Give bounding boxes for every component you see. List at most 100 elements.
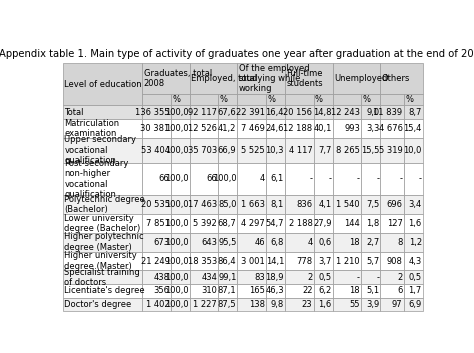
Bar	[313, 94, 333, 105]
Text: 41,2: 41,2	[218, 124, 237, 133]
Text: 136 355: 136 355	[135, 108, 170, 116]
Bar	[266, 138, 285, 163]
Text: -: -	[310, 174, 312, 183]
Text: 1 402: 1 402	[146, 300, 170, 309]
Bar	[171, 270, 190, 284]
Bar	[190, 119, 219, 138]
Text: 40,1: 40,1	[313, 124, 332, 133]
Bar	[285, 138, 313, 163]
Bar	[313, 298, 333, 311]
Bar	[219, 284, 237, 298]
Bar	[63, 214, 142, 233]
Bar	[63, 105, 142, 119]
Text: 3 001: 3 001	[241, 257, 265, 265]
Bar	[333, 138, 361, 163]
Text: 144: 144	[344, 219, 360, 228]
Text: 9,8: 9,8	[271, 300, 284, 309]
Bar	[171, 252, 190, 270]
Bar	[285, 195, 313, 214]
Bar	[237, 94, 266, 105]
Bar	[361, 105, 380, 119]
Text: Upper secondary
vocational
qualification: Upper secondary vocational qualification	[64, 136, 137, 165]
Text: 27,9: 27,9	[313, 219, 332, 228]
Bar	[237, 63, 285, 94]
Text: 1,2: 1,2	[409, 238, 422, 247]
Bar	[266, 214, 285, 233]
Text: 2,7: 2,7	[366, 238, 379, 247]
Bar	[171, 214, 190, 233]
Text: %: %	[405, 95, 413, 104]
Bar	[237, 270, 266, 284]
Text: 100,0: 100,0	[165, 257, 189, 265]
Text: 97: 97	[392, 300, 402, 309]
Bar	[404, 119, 423, 138]
Bar	[142, 94, 171, 105]
Bar	[219, 163, 237, 195]
Text: 20 156: 20 156	[283, 108, 312, 116]
Bar	[266, 119, 285, 138]
Text: %: %	[172, 95, 180, 104]
Bar	[404, 94, 423, 105]
Text: Matriculation
examination: Matriculation examination	[64, 119, 119, 138]
Text: Graduates, total
2008: Graduates, total 2008	[144, 69, 212, 88]
Bar	[333, 119, 361, 138]
Bar	[313, 119, 333, 138]
Text: 23: 23	[302, 300, 312, 309]
Bar	[361, 195, 380, 214]
Bar	[142, 195, 171, 214]
Text: Level of education: Level of education	[64, 79, 142, 89]
Bar	[285, 94, 313, 105]
Text: 2: 2	[307, 273, 312, 282]
Bar	[404, 195, 423, 214]
Bar	[190, 298, 219, 311]
Bar	[361, 298, 380, 311]
Bar	[237, 252, 266, 270]
Text: 10,0: 10,0	[403, 146, 422, 155]
Bar	[266, 284, 285, 298]
Bar	[219, 195, 237, 214]
Text: 35 703: 35 703	[188, 146, 217, 155]
Bar	[361, 252, 380, 270]
Bar	[190, 94, 219, 105]
Text: Polytechnic degree
(Bachelor): Polytechnic degree (Bachelor)	[64, 195, 145, 214]
Text: 18: 18	[349, 238, 360, 247]
Text: 7,7: 7,7	[318, 146, 332, 155]
Text: 15,5: 15,5	[361, 146, 379, 155]
Bar	[285, 105, 313, 119]
Text: 8 265: 8 265	[336, 146, 360, 155]
Text: 100,0: 100,0	[165, 174, 189, 183]
Text: 356: 356	[154, 287, 170, 295]
Bar	[333, 233, 361, 252]
Bar	[333, 195, 361, 214]
Text: 92 117: 92 117	[188, 108, 217, 116]
Text: 138: 138	[249, 300, 265, 309]
Bar	[361, 163, 380, 195]
Text: 100,0: 100,0	[165, 146, 189, 155]
Bar	[404, 214, 423, 233]
Text: 3,4: 3,4	[409, 200, 422, 209]
Text: 165: 165	[249, 287, 265, 295]
Bar	[285, 270, 313, 284]
Bar	[285, 63, 333, 94]
Text: 11 839: 11 839	[374, 108, 402, 116]
Text: 99,1: 99,1	[218, 273, 237, 282]
Text: 24,6: 24,6	[265, 124, 284, 133]
Bar	[142, 233, 171, 252]
Bar	[380, 233, 404, 252]
Bar	[361, 119, 380, 138]
Bar	[219, 119, 237, 138]
Bar	[142, 119, 171, 138]
Text: -: -	[376, 273, 379, 282]
Text: 46,3: 46,3	[265, 287, 284, 295]
Bar	[219, 252, 237, 270]
Bar	[190, 195, 219, 214]
Bar	[237, 233, 266, 252]
Bar	[313, 214, 333, 233]
Bar	[380, 284, 404, 298]
Text: 9,0: 9,0	[366, 108, 379, 116]
Bar	[142, 284, 171, 298]
Text: 6,2: 6,2	[319, 287, 332, 295]
Bar	[404, 298, 423, 311]
Text: 100,0: 100,0	[165, 287, 189, 295]
Text: -: -	[419, 174, 422, 183]
